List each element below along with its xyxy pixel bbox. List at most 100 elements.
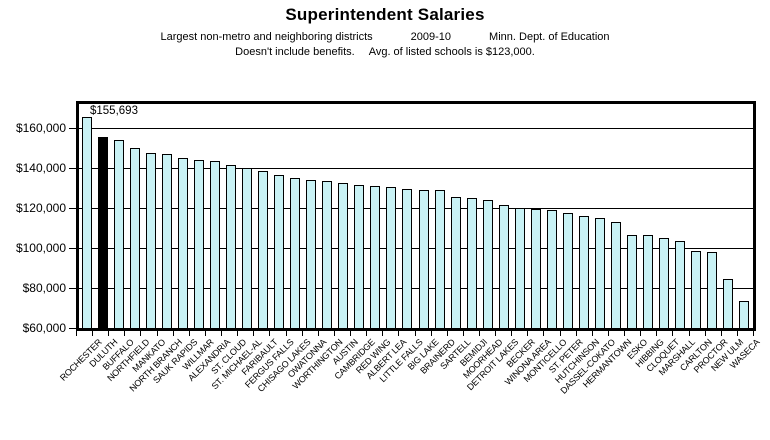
x-tick-mark-24 (462, 331, 464, 336)
note-benefits: Doesn't include benefits. (235, 46, 355, 58)
subtitle-year: 2009-10 (410, 31, 452, 43)
bar-detroit-lakes (498, 205, 509, 328)
y-tick-mark-160000 (69, 128, 76, 129)
bar-st-cloud (225, 165, 236, 328)
y-tick-mark-80000 (69, 288, 76, 289)
bar-new-ulm (723, 279, 734, 328)
bar-albert-lea (386, 187, 397, 328)
x-tick-mark-41 (736, 331, 738, 336)
y-tick-mark-120000 (69, 208, 76, 209)
x-tick-mark-23 (446, 331, 448, 336)
x-tick-mark-42 (753, 331, 754, 336)
gridline-140000 (79, 168, 753, 169)
gridline-80000 (79, 288, 753, 289)
bar-hermantown (611, 222, 622, 328)
x-tick-mark-12 (269, 331, 271, 336)
bar-carlton (691, 251, 702, 328)
note-average: Avg. of listed schools is $123,000. (368, 46, 535, 58)
x-tick-mark-11 (253, 331, 255, 336)
bar-bemidji (466, 198, 477, 328)
x-tick-mark-35 (640, 331, 642, 336)
bar-north-branch (161, 154, 172, 328)
y-tick-label-120000: $120,000 (15, 201, 66, 215)
bar-big-lake (418, 190, 429, 328)
x-tick-mark-13 (285, 331, 287, 336)
x-tick-mark-34 (624, 331, 626, 336)
x-tick-mark-7 (188, 331, 190, 336)
chart-title: Superintendent Salaries (285, 5, 485, 24)
x-tick-mark-14 (301, 331, 303, 336)
y-tick-label-160000: $160,000 (15, 121, 66, 135)
bar-red-wing (370, 186, 381, 328)
x-tick-mark-30 (559, 331, 561, 336)
x-tick-mark-17 (350, 331, 352, 336)
x-tick-mark-38 (688, 331, 690, 336)
x-tick-mark-16 (333, 331, 335, 336)
x-tick-mark-22 (430, 331, 432, 336)
x-tick-mark-4 (140, 331, 142, 336)
bar-hutchinson (578, 216, 589, 328)
duluth-value-annotation: $155,693 (90, 105, 138, 117)
bar-st-michael-al (241, 168, 252, 328)
x-tick-mark-20 (398, 331, 400, 336)
x-tick-mark-6 (172, 331, 174, 336)
bar-brainerd (434, 190, 445, 328)
plot-area: $155,693 (76, 101, 756, 331)
bar-becker (514, 208, 525, 328)
x-tick-mark-32 (591, 331, 593, 336)
x-tick-mark-36 (656, 331, 658, 336)
x-tick-mark-10 (237, 331, 239, 336)
x-tick-mark-25 (478, 331, 480, 336)
bar-chisago-lakes (290, 178, 301, 328)
y-tick-mark-100000 (69, 248, 76, 249)
y-tick-mark-140000 (69, 168, 76, 169)
gridline-160000 (79, 128, 753, 129)
x-tick-mark-26 (495, 331, 497, 336)
bar-buffalo (113, 140, 124, 328)
bar-faribault (258, 171, 269, 328)
bar-cloquet (659, 238, 670, 328)
subtitle-districts: Largest non-metro and neighboring distri… (160, 31, 373, 43)
bar-northfield (129, 148, 140, 328)
subtitle-source: Minn. Dept. of Education (489, 31, 610, 43)
bar-owatonna (306, 180, 317, 328)
y-tick-label-60000: $60,000 (22, 321, 66, 335)
bar-worthington (322, 181, 333, 328)
x-tick-mark-29 (543, 331, 545, 336)
x-tick-mark-39 (704, 331, 706, 336)
bar-st-peter (562, 213, 573, 328)
bar-rochester (81, 117, 92, 328)
bar-moorhead (482, 200, 493, 328)
bar-hibbing (643, 235, 654, 328)
bar-duluth (97, 136, 108, 328)
bar-fergus-falls (274, 175, 285, 328)
bar-willmar (193, 160, 204, 328)
x-tick-mark-15 (317, 331, 319, 336)
x-tick-mark-0 (76, 331, 77, 336)
x-tick-mark-21 (414, 331, 416, 336)
bar-monticello (546, 210, 557, 328)
chart-subtitle-row: Largest non-metro and neighboring distri… (0, 31, 770, 44)
bar-mankato (145, 153, 156, 328)
x-tick-mark-40 (720, 331, 722, 336)
bar-alexandria (209, 161, 220, 328)
x-tick-mark-37 (672, 331, 674, 336)
y-tick-label-140000: $140,000 (15, 161, 66, 175)
x-tick-mark-31 (575, 331, 577, 336)
x-tick-mark-28 (527, 331, 529, 336)
bar-marshall (675, 241, 686, 328)
chart-note-row: Doesn't include benefits. Avg. of listed… (0, 46, 770, 59)
y-tick-mark-60000 (69, 328, 76, 329)
bar-little-falls (402, 189, 413, 328)
bar-austin (338, 183, 349, 328)
gridline-120000 (79, 208, 753, 209)
bar-dassel-cokato (595, 218, 606, 328)
bar-sauk-rapids (177, 158, 188, 328)
x-tick-mark-8 (204, 331, 206, 336)
bar-cambridge (354, 185, 365, 328)
y-tick-label-80000: $80,000 (22, 281, 66, 295)
x-tick-mark-19 (382, 331, 384, 336)
x-tick-mark-18 (366, 331, 368, 336)
bar-winona-area (530, 209, 541, 328)
